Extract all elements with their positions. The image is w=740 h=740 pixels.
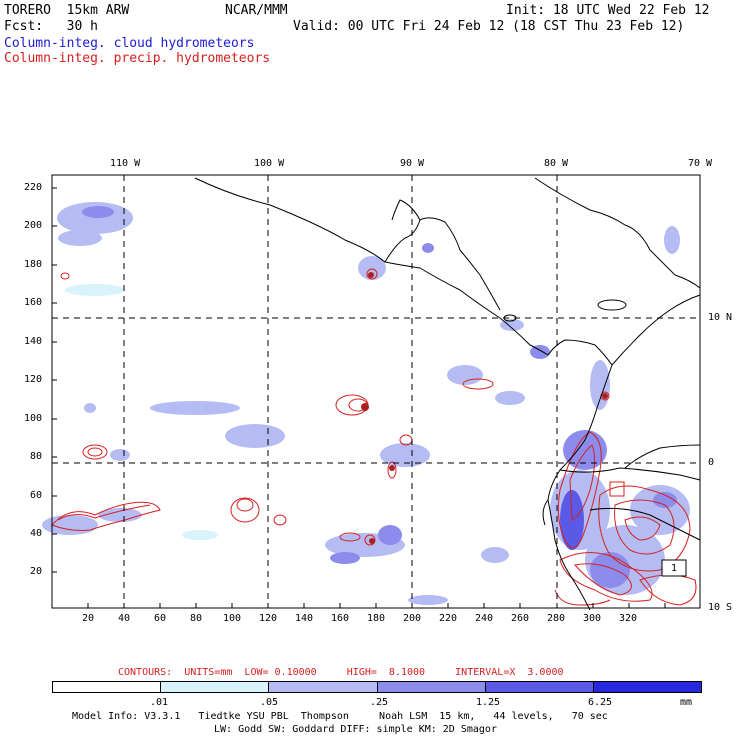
init-time: Init: 18 UTC Wed 22 Feb 12 [506, 3, 710, 18]
colorbar-unit: mm [680, 697, 693, 708]
contour-info: CONTOURS: UNITS=mm LOW= 0.10000 HIGH= 8.… [118, 667, 564, 678]
colorbar-segment [268, 682, 377, 692]
colorbar-segment [160, 682, 269, 692]
y-tick-label: 20 [30, 566, 43, 577]
x-tick-label: 220 [439, 613, 458, 624]
lat-label: 10 N [708, 312, 733, 323]
colorbar-label: .25 [370, 697, 389, 708]
x-tick-label: 60 [154, 613, 167, 624]
x-tick-label: 80 [190, 613, 203, 624]
x-tick-label: 120 [259, 613, 278, 624]
x-tick-label: 180 [367, 613, 386, 624]
y-tick-label: 120 [24, 374, 43, 385]
lat-label: 0 [708, 457, 715, 468]
x-tick-label: 260 [511, 613, 530, 624]
lon-label: 70 W [688, 158, 713, 169]
y-tick-label: 40 [30, 528, 43, 539]
y-tick-label: 60 [30, 490, 43, 501]
colorbar-label: .05 [260, 697, 279, 708]
model-title: TORERO 15km ARW [4, 3, 130, 18]
colorbar-segment [376, 682, 485, 692]
axis-ticks [52, 187, 666, 608]
x-tick-label: 140 [295, 613, 314, 624]
x-tick-label: 160 [331, 613, 350, 624]
precip-contours [51, 268, 697, 606]
x-tick-label: 300 [583, 613, 602, 624]
contour-label-box [661, 559, 687, 577]
field-label-cloud: Column-integ. cloud hydrometeors [4, 36, 255, 51]
y-tick-label: 80 [30, 451, 43, 462]
lon-label: 110 W [110, 158, 141, 169]
y-tick-label: 220 [24, 182, 43, 193]
y-tick-label: 100 [24, 413, 43, 424]
lat-lon-grid [52, 175, 700, 608]
lat-label: 10 S [708, 602, 733, 613]
cloud-shading [42, 202, 690, 605]
x-tick-label: 20 [82, 613, 95, 624]
lon-label: 100 W [254, 158, 285, 169]
field-label-precip: Column-integ. precip. hydrometeors [4, 51, 271, 66]
x-tick-label: 280 [547, 613, 566, 624]
colorbar-segment [592, 682, 702, 692]
physics-info: LW: Godd SW: Goddard DIFF: simple KM: 2D… [214, 724, 497, 735]
y-tick-label: 180 [24, 259, 43, 270]
borders [559, 444, 701, 541]
y-tick-label: 160 [24, 297, 43, 308]
valid-time: Valid: 00 UTC Fri 24 Feb 12 (18 CST Thu … [293, 19, 685, 34]
organization-label: NCAR/MMM [225, 3, 288, 18]
x-tick-label: 100 [223, 613, 242, 624]
colorbar [52, 681, 702, 693]
colorbar-segment [53, 682, 161, 692]
y-tick-label: 140 [24, 336, 43, 347]
x-tick-label: 320 [619, 613, 638, 624]
lon-label: 80 W [544, 158, 569, 169]
precip-maxima [361, 272, 608, 544]
contour-value-label: 1 [671, 563, 678, 574]
y-tick-label: 200 [24, 220, 43, 231]
forecast-hour: Fcst: 30 h [4, 19, 98, 34]
coastlines [194, 177, 701, 611]
x-tick-label: 200 [403, 613, 422, 624]
colorbar-label: .01 [150, 697, 169, 708]
colorbar-label: 6.25 [588, 697, 613, 708]
x-tick-label: 240 [475, 613, 494, 624]
colorbar-label: 1.25 [476, 697, 501, 708]
x-tick-label: 40 [118, 613, 131, 624]
colorbar-segment [484, 682, 593, 692]
lon-label: 90 W [400, 158, 425, 169]
model-info: Model Info: V3.3.1 Tiedtke YSU PBL Thomp… [72, 711, 608, 722]
